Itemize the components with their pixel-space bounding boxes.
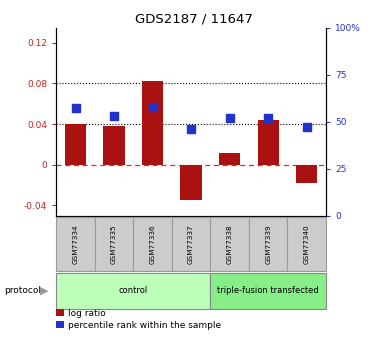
Point — [188, 126, 194, 132]
Point — [227, 115, 233, 121]
Bar — [56, 273, 210, 309]
Bar — [219, 152, 240, 165]
Text: GSM77334: GSM77334 — [73, 224, 78, 264]
Text: ▶: ▶ — [40, 286, 49, 296]
Bar — [172, 217, 210, 271]
Bar — [210, 273, 326, 309]
Point — [73, 106, 79, 111]
Text: GSM77335: GSM77335 — [111, 224, 117, 264]
Point — [303, 125, 310, 130]
Bar — [142, 81, 163, 165]
Bar — [288, 217, 326, 271]
Text: GSM77338: GSM77338 — [227, 224, 233, 264]
Text: GSM77340: GSM77340 — [304, 224, 310, 264]
Point — [149, 104, 156, 109]
Bar — [180, 165, 202, 200]
Bar — [296, 165, 317, 183]
Bar — [249, 217, 288, 271]
Bar — [133, 217, 172, 271]
Point — [265, 115, 271, 121]
Bar — [210, 217, 249, 271]
Bar — [95, 217, 133, 271]
Text: control: control — [119, 286, 148, 295]
Text: GSM77336: GSM77336 — [149, 224, 156, 264]
Text: GSM77337: GSM77337 — [188, 224, 194, 264]
Bar — [258, 120, 279, 165]
Point — [111, 113, 117, 119]
Text: GSM77339: GSM77339 — [265, 224, 271, 264]
Text: triple-fusion transfected: triple-fusion transfected — [217, 286, 319, 295]
Bar — [104, 126, 125, 165]
Text: protocol: protocol — [4, 286, 41, 295]
Text: GDS2187 / 11647: GDS2187 / 11647 — [135, 12, 253, 25]
Bar — [65, 124, 86, 165]
Bar — [56, 217, 95, 271]
Legend: log ratio, percentile rank within the sample: log ratio, percentile rank within the sa… — [56, 309, 221, 330]
